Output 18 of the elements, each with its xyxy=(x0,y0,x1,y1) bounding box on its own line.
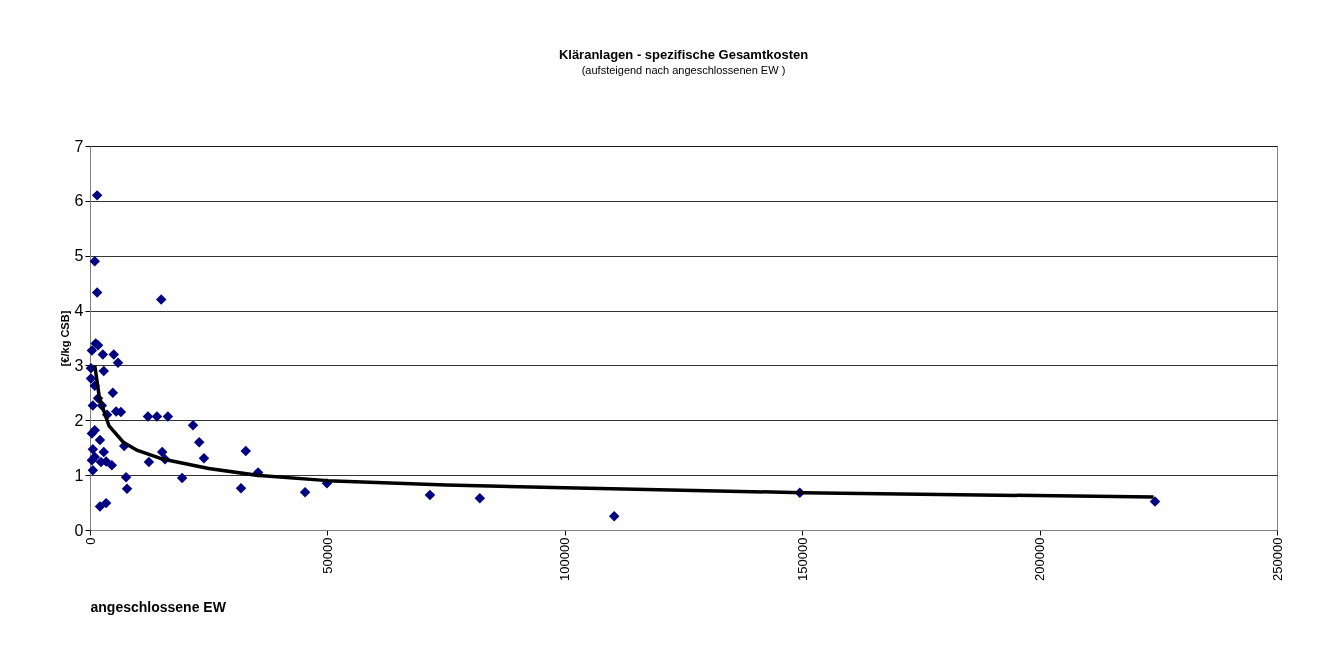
y-tick-label: 6 xyxy=(74,192,84,210)
y-tick-label: 0 xyxy=(74,521,84,539)
y-tick-label: 3 xyxy=(74,356,84,374)
x-tick-label: 200000 xyxy=(1032,537,1048,581)
y-tick-label: 1 xyxy=(74,466,84,484)
x-tick-label: 0 xyxy=(82,537,98,545)
y-tick-label: 5 xyxy=(74,247,84,265)
y-tick-label: 4 xyxy=(74,302,84,320)
x-axis-title: angeschlossene EW xyxy=(90,598,227,615)
y-tick-label: 2 xyxy=(74,411,84,429)
x-tick-label: 50000 xyxy=(319,537,335,574)
y-tick-label: 7 xyxy=(74,137,84,155)
x-tick-label: 250000 xyxy=(1269,537,1285,581)
x-tick-label: 100000 xyxy=(557,537,573,581)
chart-title: Kläranlagen - spezifische Gesamtkosten xyxy=(558,47,809,62)
chart-subtitle: (aufsteigend nach angeschlossenen EW ) xyxy=(581,64,786,76)
x-tick-label: 150000 xyxy=(794,537,810,581)
y-axis-title: [€/kg CSB] xyxy=(58,310,71,367)
